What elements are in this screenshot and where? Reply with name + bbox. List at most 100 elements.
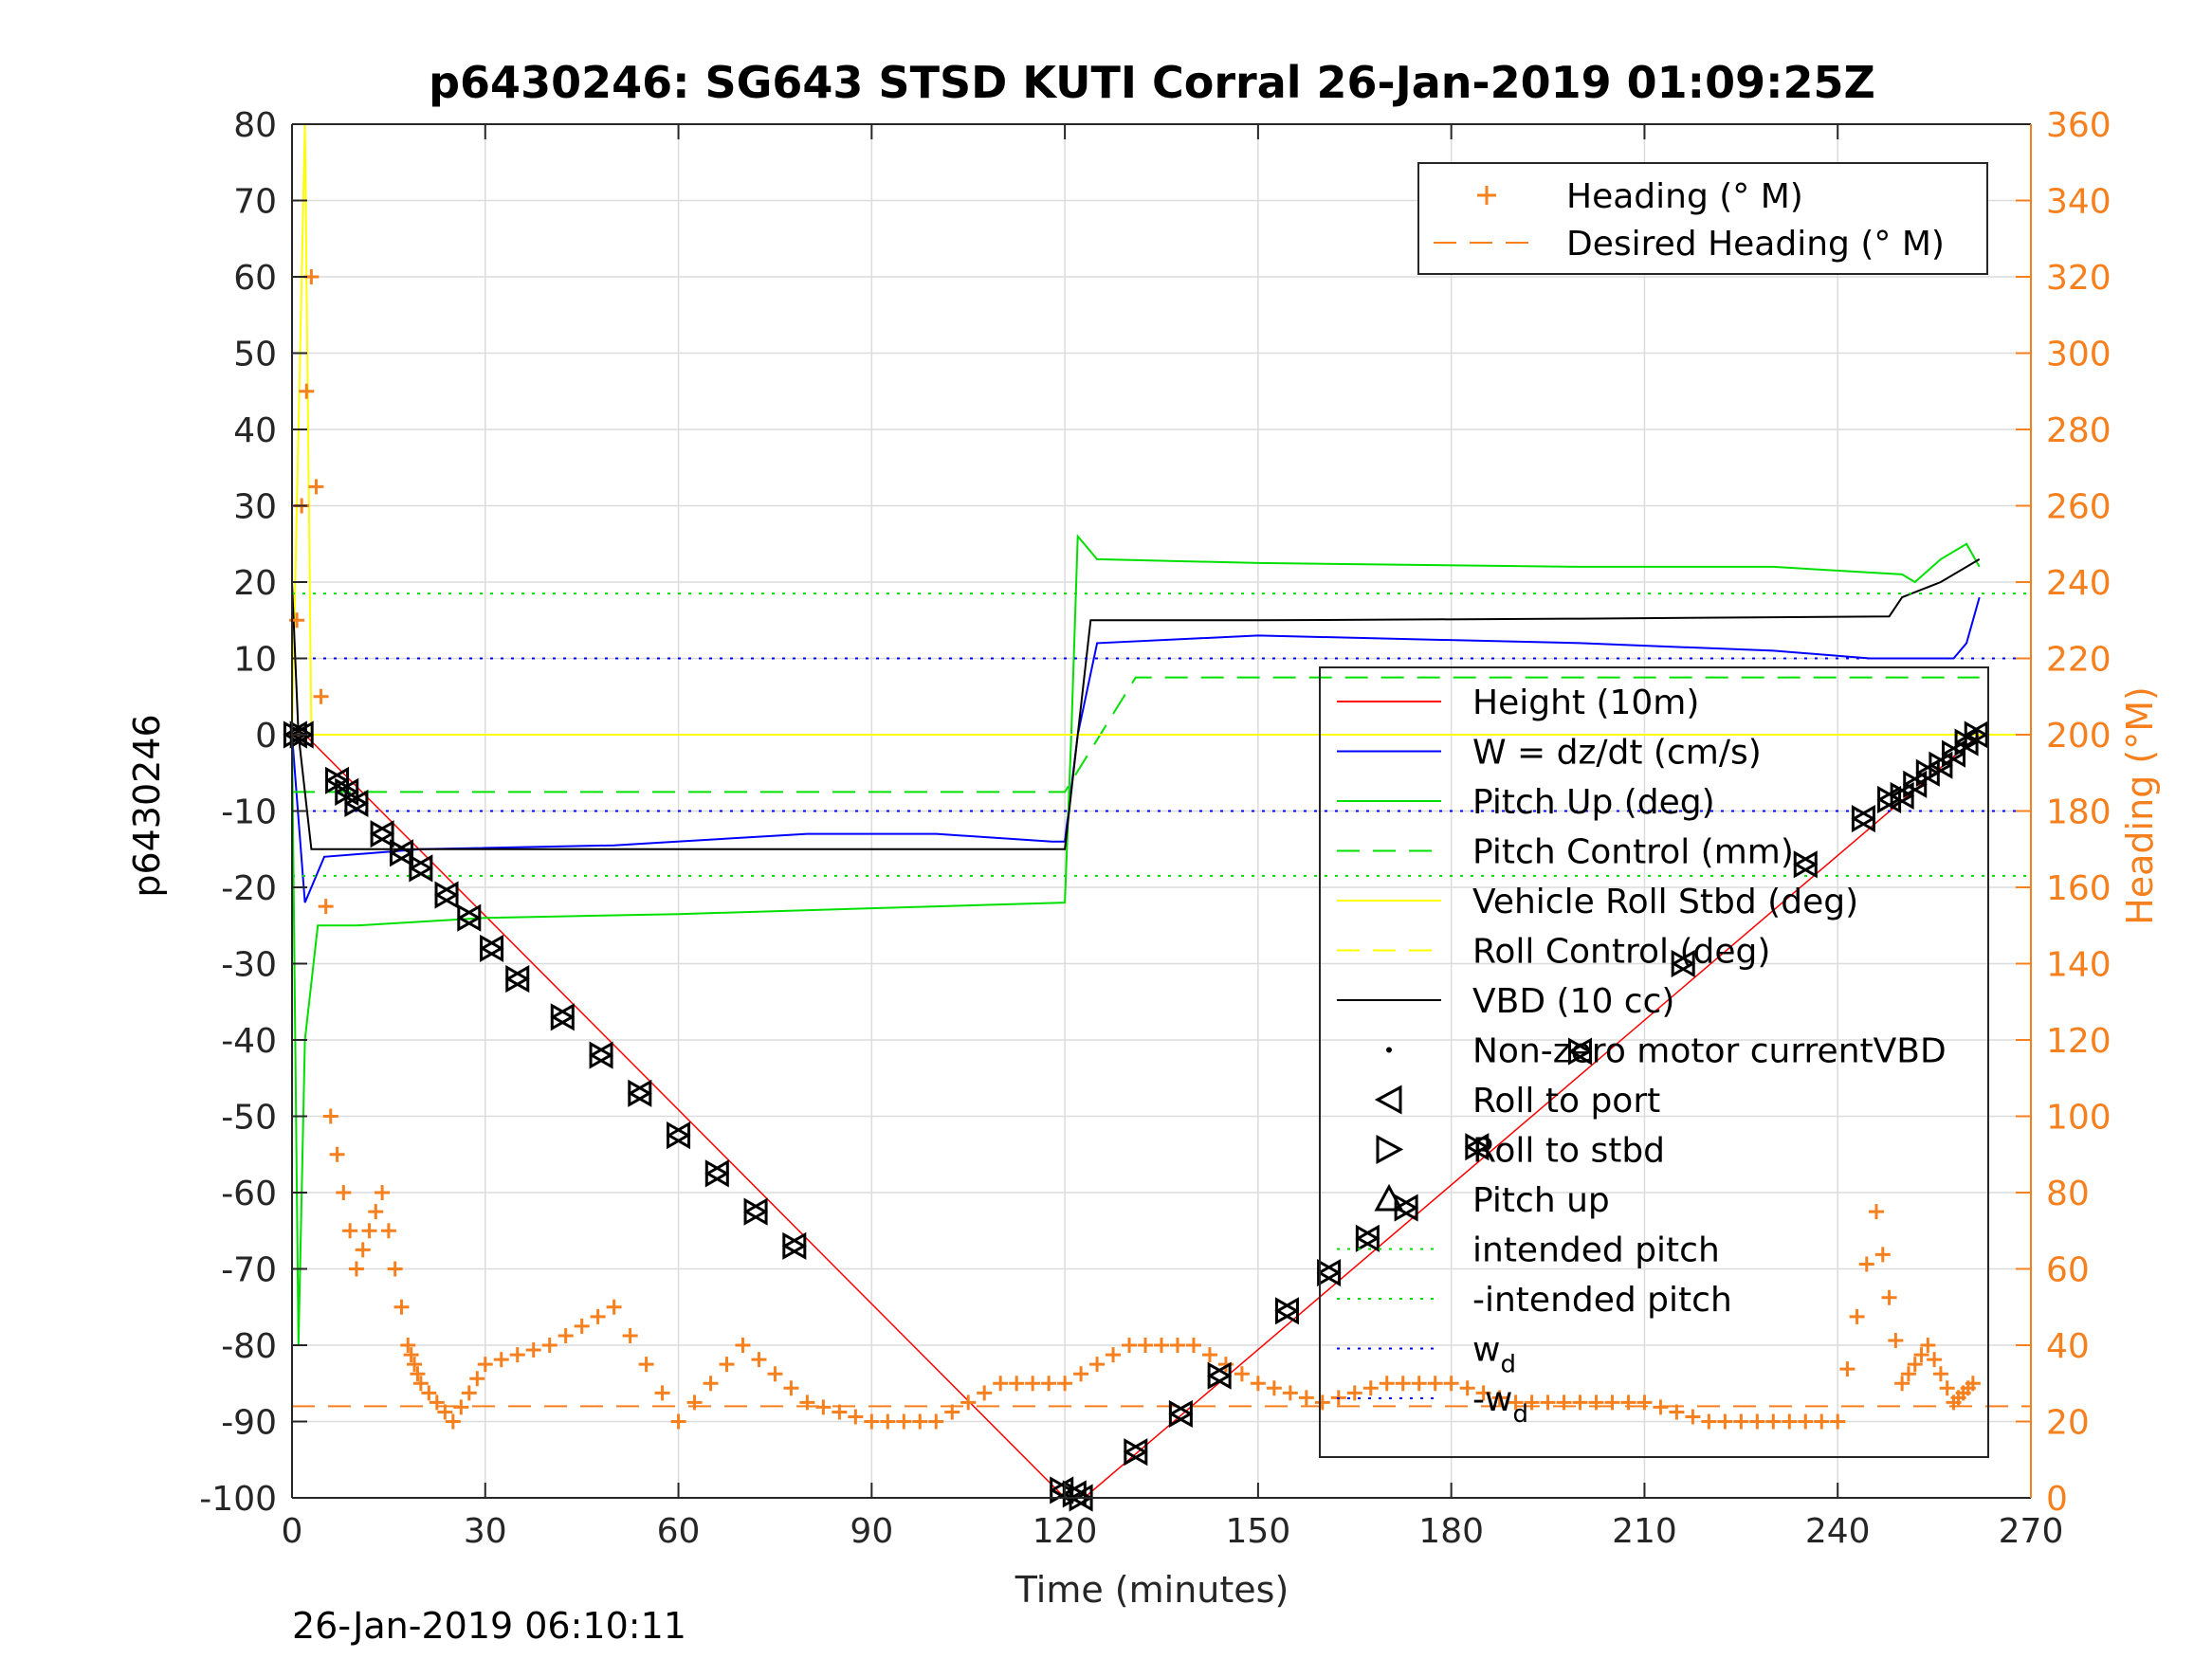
- heading-point: [410, 1366, 426, 1382]
- y-tick-label: -30: [221, 946, 277, 985]
- heading-point: [1881, 1289, 1897, 1305]
- y-tick-label: -50: [221, 1099, 277, 1138]
- heading-point: [719, 1357, 735, 1373]
- y-tick-label: 50: [233, 336, 277, 374]
- y2-axis-label: Heading (°M): [2119, 686, 2161, 925]
- heading-point: [1459, 1380, 1475, 1396]
- heading-point: [509, 1347, 525, 1363]
- y-tick-label: -90: [221, 1404, 277, 1443]
- x-tick-label: 180: [1418, 1512, 1484, 1551]
- heading-point: [429, 1395, 445, 1411]
- legend-label-pitch-up: Pitch up: [1472, 1181, 1610, 1220]
- y2-tick-label: 260: [2046, 488, 2111, 527]
- y2-tick-label: 40: [2046, 1327, 2090, 1366]
- heading-point: [355, 1242, 371, 1258]
- y-tick-label: 80: [233, 106, 277, 145]
- heading-point: [912, 1413, 928, 1430]
- y2-tick-label: 360: [2046, 106, 2111, 145]
- legend-triangle-left-icon: [1374, 1085, 1402, 1115]
- chart-title: p6430246: SG643 STSD KUTI Corral 26-Jan-…: [429, 57, 1875, 108]
- heading-point: [403, 1347, 419, 1363]
- roll-stbd-marker: [1568, 1037, 1593, 1066]
- legend-heading: Heading (° M) Desired Heading (° M): [1417, 162, 1988, 275]
- heading-point: [469, 1371, 485, 1387]
- roll-stbd-marker: [344, 789, 369, 818]
- y2-tick-label: 220: [2046, 641, 2111, 680]
- heading-point: [336, 1185, 352, 1200]
- y-tick-label: -20: [221, 869, 277, 908]
- heading-point: [1636, 1395, 1653, 1411]
- heading-point: [799, 1395, 815, 1411]
- y-tick-label: 60: [233, 259, 277, 298]
- heading-point: [421, 1385, 437, 1401]
- y2-tick-label: 180: [2046, 793, 2111, 832]
- legend-triangle-up-icon: [1374, 1183, 1404, 1212]
- heading-point: [1907, 1357, 1923, 1373]
- heading-point: [1491, 1390, 1508, 1406]
- roll-stbd-marker: [505, 965, 530, 994]
- roll-stbd-marker: [1050, 1476, 1074, 1504]
- heading-point: [1868, 1204, 1884, 1220]
- heading-point: [1362, 1380, 1379, 1396]
- heading-point: [1122, 1338, 1138, 1353]
- heading-point: [1524, 1395, 1540, 1411]
- y-tick-label: -10: [221, 793, 277, 832]
- legend-label-roll-to-stbd: Roll to stbd: [1472, 1132, 1665, 1171]
- legend-dot-icon: [1386, 1047, 1392, 1053]
- heading-point: [368, 1204, 384, 1220]
- heading-point: [1089, 1357, 1106, 1373]
- heading-point: [558, 1327, 574, 1343]
- markers-layer: [283, 720, 1989, 1512]
- heading-point: [308, 479, 324, 495]
- heading-point: [348, 1261, 364, 1277]
- heading-point: [313, 688, 329, 704]
- y-tick-label: 40: [233, 411, 277, 450]
- heading-point: [412, 1376, 429, 1392]
- heading-point: [525, 1342, 541, 1358]
- heading-point: [1701, 1413, 1717, 1430]
- heading-point: [461, 1385, 477, 1401]
- heading-point: [1041, 1376, 1057, 1392]
- heading-point: [477, 1357, 493, 1373]
- heading-point: [1717, 1413, 1733, 1430]
- x-tick-label: 90: [850, 1512, 893, 1551]
- roll-stbd-marker: [1915, 758, 1941, 787]
- roll-stbd-marker: [550, 1003, 576, 1031]
- heading-point: [1201, 1347, 1217, 1363]
- heading-point: [783, 1380, 799, 1396]
- y-tick-label: -60: [221, 1175, 277, 1213]
- heading-point: [654, 1385, 670, 1401]
- legend-label-vbd-10-cc: VBD (10 cc): [1472, 982, 1674, 1021]
- x-tick-label: 60: [657, 1512, 701, 1551]
- heading-point: [1572, 1395, 1588, 1411]
- roll-stbd-marker: [782, 1231, 807, 1260]
- roll-stbd-marker: [704, 1159, 730, 1188]
- x-tick-label: 210: [1612, 1512, 1677, 1551]
- heading-point: [606, 1299, 622, 1315]
- legend-main: Height (10m) W = dz/dt (cm/s) Pitch Up (de…: [1319, 666, 1989, 1458]
- axes: 0 30 60 90 120 150 180 210 240 270 80 70 60 50 40 30 20 1…: [199, 106, 2111, 1551]
- heading-point: [1314, 1395, 1330, 1411]
- roll-stbd-marker: [480, 934, 504, 962]
- y2-tick-label: 240: [2046, 564, 2111, 603]
- heading-point: [1830, 1413, 1846, 1430]
- roll-stbd-marker: [1941, 739, 1966, 768]
- heading-point: [1346, 1385, 1362, 1401]
- heading-point: [407, 1357, 423, 1373]
- x-tick-label: 240: [1805, 1512, 1871, 1551]
- legend-label-height-10m: Height (10m): [1472, 684, 1699, 722]
- heading-point: [735, 1338, 751, 1353]
- roll-stbd-marker: [1394, 1194, 1419, 1222]
- y2-tick-label: 120: [2046, 1022, 2111, 1061]
- heading-point: [703, 1376, 719, 1392]
- roll-stbd-marker: [409, 854, 433, 883]
- heading-point: [896, 1413, 912, 1430]
- heading-point: [1169, 1338, 1185, 1353]
- series-layer: [284, 123, 2031, 1499]
- y2-tick-label: 140: [2046, 946, 2111, 985]
- heading-point: [1798, 1413, 1814, 1430]
- legend-label-pitch-control-mm: Pitch Control (mm): [1472, 833, 1794, 872]
- y-tick-label: 20: [233, 564, 277, 603]
- y-tick-label: -70: [221, 1251, 277, 1290]
- heading-point: [590, 1308, 606, 1324]
